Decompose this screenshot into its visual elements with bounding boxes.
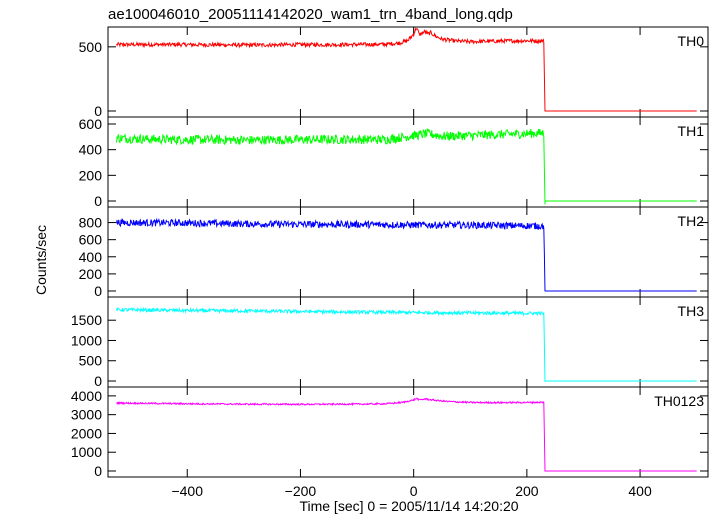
y-tick-label: 1500 [71, 312, 102, 328]
y-tick-label: 400 [79, 142, 103, 158]
series-label-th2: TH2 [678, 213, 705, 229]
panel-frame-th1 [107, 116, 709, 208]
x-tick-label: 200 [515, 483, 539, 499]
x-axis-label: Time [sec] 0 = 2005/11/14 14:20:20 [299, 498, 518, 514]
panel-frame-th0123 [107, 386, 709, 478]
y-tick-label: 500 [79, 39, 103, 55]
x-tick-label: −200 [285, 483, 317, 499]
y-tick-label: 600 [79, 116, 103, 132]
x-tick-label: 0 [410, 483, 418, 499]
series-line-th1 [116, 128, 697, 205]
series-line-th0123 [116, 397, 697, 472]
y-tick-label: 200 [79, 266, 103, 282]
y-tick-label: 0 [94, 463, 102, 479]
y-tick-label: 2000 [71, 425, 102, 441]
y-tick-label: 600 [79, 232, 103, 248]
y-tick-label: 3000 [71, 407, 102, 423]
y-axis-label: Counts/sec [33, 225, 49, 295]
y-tick-label: 0 [94, 103, 102, 119]
series-line-th3 [116, 306, 697, 382]
y-tick-label: 1000 [71, 444, 102, 460]
y-tick-label: 200 [79, 167, 103, 183]
y-tick-label: 0 [94, 373, 102, 389]
panels: 5000TH06004002000TH18006004002000TH21500… [71, 26, 709, 499]
series-line-th0 [116, 27, 697, 112]
y-tick-label: 0 [94, 283, 102, 299]
series-label-th0123: TH0123 [654, 393, 704, 409]
y-tick-label: 500 [79, 353, 103, 369]
series-line-th2 [116, 217, 697, 292]
y-tick-label: 400 [79, 249, 103, 265]
panel-frame-th2 [107, 206, 709, 298]
chart-title: ae100046010_20051114142020_wam1_trn_4ban… [108, 6, 513, 23]
y-tick-label: 0 [94, 193, 102, 209]
series-label-th1: TH1 [678, 123, 705, 139]
y-tick-label: 800 [79, 215, 103, 231]
series-label-th0: TH0 [678, 33, 705, 49]
x-tick-label: −400 [171, 483, 203, 499]
y-tick-label: 4000 [71, 388, 102, 404]
series-label-th3: TH3 [678, 303, 705, 319]
x-tick-label: 400 [628, 483, 652, 499]
y-tick-label: 1000 [71, 332, 102, 348]
